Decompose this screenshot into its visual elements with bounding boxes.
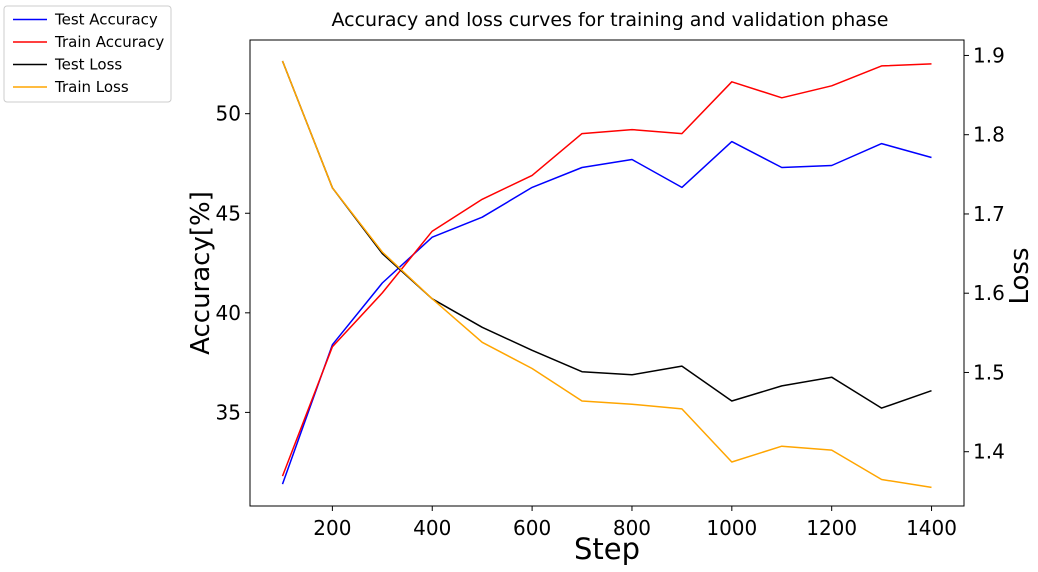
right-y-tick-label: 1.8 [973,123,1005,147]
left-y-axis-ticks: 35 40 45 50 [216,102,250,424]
right-y-axis-ticks: 1.4 1.5 1.6 1.7 1.8 1.9 [964,43,1005,464]
x-tick-label: 1200 [806,516,857,540]
legend-entries: Test Accuracy Train Accuracy Test Loss Trai… [13,11,164,96]
right-y-tick-label: 1.9 [973,43,1005,67]
series-line-train-loss [281,60,932,489]
x-tick-label: 800 [613,516,651,540]
legend-entry-test-accuracy: Test Accuracy [13,11,158,29]
legend-label: Test Accuracy [54,11,158,29]
legend-box [3,5,172,103]
legend: Test Accuracy Train Accuracy Test Loss Trai… [3,5,172,103]
x-tick-label: 1400 [906,516,957,540]
legend-label: Train Accuracy [54,33,164,51]
right-y-tick-label: 1.6 [973,281,1005,305]
series-line-test-accuracy [281,140,932,485]
x-tick-label: 200 [313,516,351,540]
left-y-tick-label: 50 [216,102,241,126]
plot-frame [249,39,965,507]
right-y-tick-label: 1.5 [973,360,1005,384]
x-axis-ticks: 200 400 600 800 1000 1200 1400 [313,506,957,540]
series-line-test-loss [281,60,932,409]
x-axis-label: Step [574,532,640,566]
left-y-tick-label: 40 [216,301,241,325]
legend-entry-train-accuracy: Train Accuracy [13,33,164,51]
x-tick-label: 1000 [706,516,757,540]
x-tick-label: 600 [513,516,551,540]
left-y-tick-label: 35 [216,400,241,424]
chart-title: Accuracy and loss curves for training an… [332,9,889,31]
right-y-tick-label: 1.4 [973,440,1005,464]
series-lines [281,60,932,489]
right-y-axis-label: Loss [1005,247,1035,304]
left-y-axis-label: Accuracy[%] [186,191,216,355]
x-tick-label: 400 [413,516,451,540]
legend-entry-train-loss: Train Loss [13,78,129,96]
legend-label: Test Loss [54,56,122,74]
right-y-tick-label: 1.7 [973,202,1005,226]
series-line-train-accuracy [281,63,932,477]
legend-label: Train Loss [54,78,129,96]
legend-entry-test-loss: Test Loss [13,56,122,74]
left-y-tick-label: 45 [216,201,241,225]
